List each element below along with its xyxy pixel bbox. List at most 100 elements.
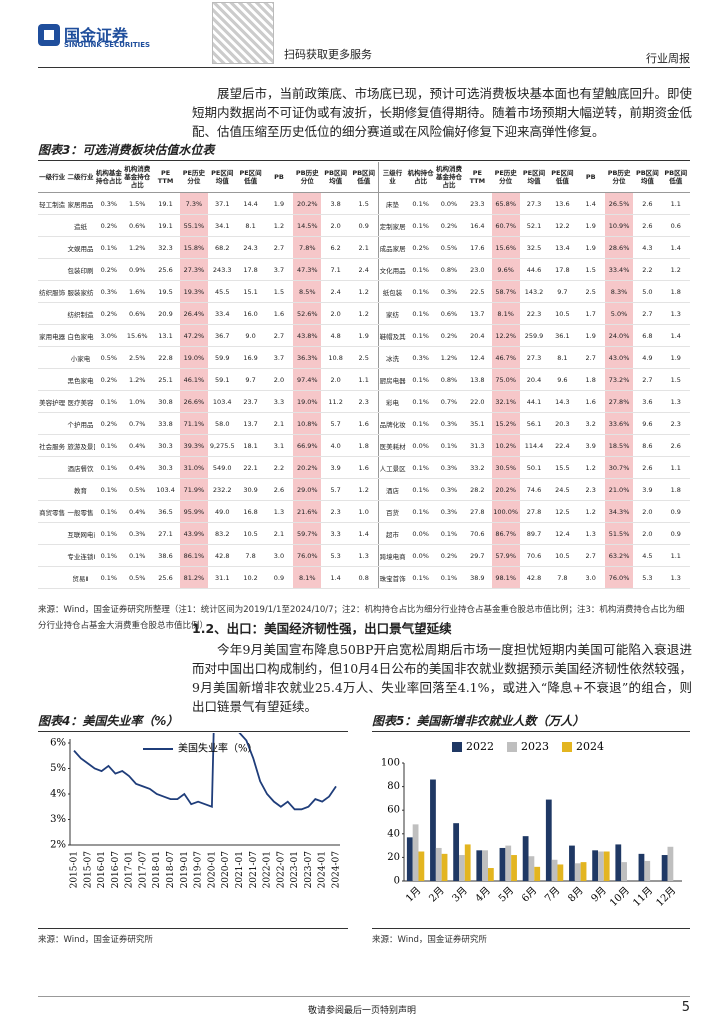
- table-cell: 1.9: [576, 324, 605, 347]
- table-cell: 0.8%: [434, 258, 464, 281]
- table-cell: 14.4: [236, 192, 265, 215]
- table-cell: 3.7: [264, 258, 294, 281]
- table-cell: 28.2: [463, 478, 492, 501]
- table-cell: 103.4: [151, 478, 180, 501]
- table-cell: 71.1%: [179, 412, 209, 435]
- header-cell: PE区间低值: [548, 162, 577, 193]
- figure-rule: [38, 928, 348, 929]
- table-cell: 33.4%: [604, 258, 634, 281]
- table-cell: 100.0%: [491, 500, 520, 523]
- table-cell: 2.2: [633, 258, 662, 281]
- table-cell: 1.1: [349, 368, 379, 391]
- table-cell: 65.8%: [491, 192, 520, 215]
- table-cell: [38, 346, 67, 369]
- table-cell: 0.0%: [406, 522, 435, 545]
- table-cell: 服装家纺: [66, 280, 95, 303]
- table-cell: 商贸零售: [38, 500, 67, 523]
- table-cell: 47.2%: [179, 324, 209, 347]
- table-cell: 46.7%: [491, 346, 520, 369]
- bar: [522, 836, 529, 881]
- table-row: 轻工制造 家居用品 0.3% 1.5% 19.1 7.3% 37.1 14.4 1.9 20.2%…: [38, 192, 690, 215]
- table-cell: 86.7%: [491, 522, 520, 545]
- table-cell: 7.3%: [179, 192, 209, 215]
- table-cell: [38, 368, 67, 391]
- table-cell: 68.2: [208, 236, 237, 259]
- table-cell: 73.2%: [604, 368, 634, 391]
- y-tick-label: 3%: [50, 814, 66, 825]
- table-cell: 56.1: [519, 412, 549, 435]
- table-cell: 28.6%: [604, 236, 634, 259]
- table-cell: 1.2: [349, 280, 379, 303]
- bar: [551, 859, 558, 881]
- table-cell: 3.9: [321, 456, 350, 479]
- table-cell: 26.6%: [179, 390, 209, 413]
- table-cell: 2.3: [576, 478, 605, 501]
- table-cell: 纸包装: [377, 280, 407, 303]
- table-cell: 33.4: [208, 302, 237, 325]
- table-cell: 0.9%: [123, 258, 152, 281]
- table-cell: 小家电: [66, 346, 95, 369]
- table-cell: 23.0: [463, 258, 492, 281]
- table-cell: 9.6%: [491, 258, 520, 281]
- qr-code[interactable]: [212, 2, 274, 64]
- x-tick-label: 2016-01: [97, 851, 107, 888]
- table-cell: 3.2: [576, 412, 605, 435]
- header-cell: PB区间均值: [633, 162, 662, 193]
- figure-rule: [38, 731, 348, 732]
- table-cell: 人工景区: [377, 456, 407, 479]
- table-cell: 10.8: [321, 346, 350, 369]
- paragraph: 今年9月美国宣布降息50BP开启宽松周期后市场一度担忧短期内美国可能陷入衰退进而…: [192, 642, 692, 714]
- table-cell: 32.3: [151, 236, 180, 259]
- table-cell: 0.0%: [406, 544, 435, 567]
- disclaimer: 敬请参阅最后一页特别声明: [307, 1006, 416, 1016]
- table-cell: 17.6: [463, 236, 492, 259]
- table-cell: 0.4%: [123, 434, 152, 457]
- table-cell: 1.6: [349, 456, 379, 479]
- table-cell: 30.8: [151, 390, 180, 413]
- x-tick-label: 3月: [450, 884, 470, 904]
- table-cell: 1.1: [661, 456, 690, 479]
- table-row: 小家电 0.5% 2.5% 22.8 19.0% 59.9 16.9 3.7 36.3% 10.8…: [38, 346, 690, 369]
- company-en: SINOLINK SECURITIES: [64, 41, 151, 49]
- table-cell: 31.1: [208, 566, 237, 589]
- table-cell: 包装印刷: [66, 258, 95, 281]
- table-cell: 114.4: [519, 434, 549, 457]
- table-cell: 7.8: [548, 566, 577, 589]
- table-cell: 1.2: [349, 478, 379, 501]
- table-cell: 43.9%: [179, 522, 209, 545]
- table-cell: 2.7: [264, 236, 294, 259]
- table-cell: [38, 236, 67, 259]
- table-cell: 互联网电商: [66, 522, 95, 545]
- table-cell: 1.2%: [123, 236, 152, 259]
- bar: [592, 850, 599, 881]
- header-rule: [38, 67, 690, 68]
- table-cell: 83.2: [208, 522, 237, 545]
- table-cell: 22.3: [519, 302, 549, 325]
- table-cell: 55.1%: [179, 214, 209, 237]
- table-cell: 0.0%: [434, 192, 464, 215]
- table-cell: 9.6: [548, 368, 577, 391]
- table-cell: [38, 258, 67, 281]
- table-cell: [38, 566, 67, 589]
- header-cell: PB: [576, 162, 605, 193]
- x-tick-label: 2020-07: [221, 851, 231, 889]
- table-cell: 9.7: [236, 368, 265, 391]
- table-cell: 1.4: [576, 192, 605, 215]
- figure-title: 图表3：可选消费板块估值水位表: [38, 143, 215, 157]
- table-cell: 19.5: [151, 280, 180, 303]
- table-cell: 0.6%: [123, 302, 152, 325]
- table-cell: 15.1: [236, 280, 265, 303]
- table-cell: 1.9: [576, 214, 605, 237]
- table-cell: 医疗美容: [66, 390, 95, 413]
- table-cell: 0.2%: [94, 412, 124, 435]
- table-cell: 1.9: [349, 324, 379, 347]
- table-cell: 9.6: [633, 412, 662, 435]
- page-number: 5: [681, 1000, 690, 1015]
- x-tick-label: 2019-07: [194, 851, 204, 889]
- table-cell: 1.6: [349, 412, 379, 435]
- table-cell: 20.4: [463, 324, 492, 347]
- header-cell: 三级行业: [377, 162, 407, 193]
- table-cell: 4.8: [321, 324, 350, 347]
- table-cell: 58.0: [208, 412, 237, 435]
- table-cell: 13.8: [463, 368, 492, 391]
